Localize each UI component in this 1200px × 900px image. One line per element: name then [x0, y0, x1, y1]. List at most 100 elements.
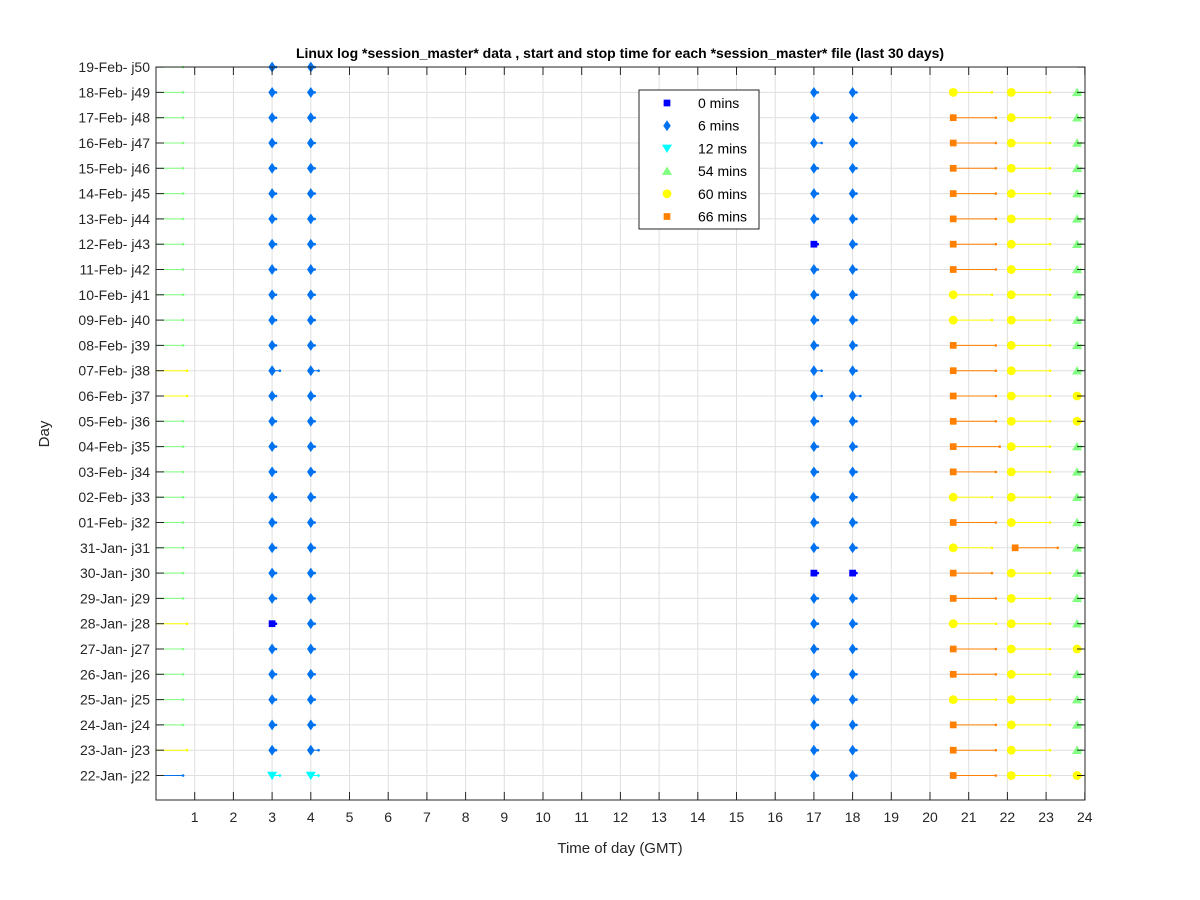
session-start-marker	[307, 643, 315, 655]
y-tick-label: 23-Jan- j23	[80, 742, 150, 758]
session-start-marker	[268, 592, 276, 604]
session-mark	[1006, 290, 1052, 300]
session-mark	[848, 314, 858, 326]
session-start-marker	[848, 188, 857, 200]
session-stop-point	[990, 293, 994, 297]
session-start-marker	[949, 240, 957, 248]
session-start-marker	[949, 670, 957, 678]
session-mark	[949, 468, 998, 476]
session-stop-point	[1048, 622, 1052, 625]
session-start-marker	[307, 137, 315, 149]
session-start-marker	[307, 238, 315, 250]
session-stop-point	[181, 546, 185, 550]
session-start-marker	[810, 162, 818, 174]
session-mark	[810, 314, 820, 326]
session-start-marker	[949, 645, 957, 653]
session-mark	[810, 162, 820, 174]
session-start-marker	[848, 162, 857, 174]
session-mark	[1006, 745, 1052, 755]
legend-label: 6 mins	[698, 118, 739, 134]
session-stop-point	[181, 774, 185, 777]
session-mark	[810, 643, 820, 655]
session-mark	[307, 517, 316, 528]
session-start-marker	[307, 289, 315, 301]
session-mark	[268, 744, 278, 756]
session-start-marker	[268, 314, 276, 326]
x-tick-label: 20	[922, 809, 938, 825]
session-mark	[268, 517, 278, 528]
session-stop-point	[1048, 698, 1052, 701]
session-start-marker	[307, 592, 315, 604]
session-mark	[848, 238, 858, 250]
session-mark	[1006, 669, 1052, 679]
session-mark	[307, 542, 316, 554]
session-stop-point	[185, 748, 189, 752]
session-mark	[1006, 593, 1052, 603]
legend: 0 mins 6 mins 12 mins 54 mins 60 mins 66 mins	[638, 89, 760, 230]
session-stop-point	[1048, 420, 1052, 423]
session-start-marker	[1006, 416, 1016, 426]
session-stop-point	[181, 242, 185, 246]
session-start-marker	[949, 342, 957, 349]
session-start-marker	[307, 264, 315, 275]
session-start-marker	[307, 491, 315, 503]
session-start-marker	[849, 569, 856, 577]
x-tick-label: 3	[268, 809, 276, 825]
session-stop-point	[1048, 91, 1052, 94]
session-start-marker	[1006, 644, 1016, 654]
session-start-marker	[848, 289, 857, 301]
x-tick-label: 4	[307, 809, 315, 825]
x-tick-label: 19	[884, 809, 900, 825]
session-stop-point	[1048, 318, 1052, 322]
session-mark	[307, 643, 316, 655]
y-tick-label: 08-Feb- j39	[78, 337, 150, 353]
session-start-marker	[949, 266, 957, 273]
session-mark	[1006, 720, 1052, 730]
y-tick-label: 26-Jan- j26	[80, 666, 150, 682]
session-start-marker	[848, 339, 857, 351]
session-start-marker	[268, 264, 276, 275]
legend-marker	[663, 120, 671, 132]
session-stop-point	[994, 394, 998, 398]
session-start-marker	[810, 213, 818, 225]
session-start-marker	[848, 668, 857, 680]
session-start-marker	[848, 238, 857, 250]
session-mark	[156, 394, 189, 398]
session-stop-point	[181, 217, 185, 221]
session-start-marker	[1006, 391, 1016, 401]
session-start-marker	[848, 618, 857, 630]
session-start-marker	[268, 86, 276, 98]
session-start-marker	[848, 592, 857, 604]
session-mark	[949, 342, 998, 349]
session-mark	[848, 592, 858, 604]
session-start-marker	[307, 441, 315, 453]
session-start-marker	[268, 390, 276, 402]
session-mark	[268, 137, 278, 149]
session-stop-point	[1048, 445, 1052, 448]
x-tick-label: 24	[1077, 809, 1093, 825]
session-stop-point	[1048, 116, 1052, 119]
legend-marker	[661, 166, 673, 175]
session-mark	[848, 719, 858, 731]
y-tick-label: 01-Feb- j32	[78, 515, 150, 531]
session-mark	[949, 215, 998, 223]
session-start-marker	[848, 415, 857, 427]
session-mark	[307, 441, 316, 453]
session-stop-point	[181, 420, 185, 423]
session-mark	[156, 192, 185, 195]
session-stop-point	[994, 521, 998, 524]
session-mark	[307, 137, 316, 149]
session-mark	[1006, 492, 1052, 502]
session-start-marker	[1006, 163, 1016, 173]
session-start-marker	[307, 618, 315, 630]
session-mark	[1006, 163, 1052, 173]
session-stop-point	[1048, 141, 1052, 145]
y-tick-label: 06-Feb- j37	[78, 388, 150, 404]
session-start-marker	[268, 213, 276, 225]
session-start-marker	[848, 491, 857, 503]
session-mark	[949, 645, 998, 653]
y-tick-label: 19-Feb- j50	[78, 59, 150, 75]
session-stop-point	[181, 698, 185, 701]
session-stop-point	[994, 622, 998, 625]
session-stop-point	[820, 369, 823, 373]
